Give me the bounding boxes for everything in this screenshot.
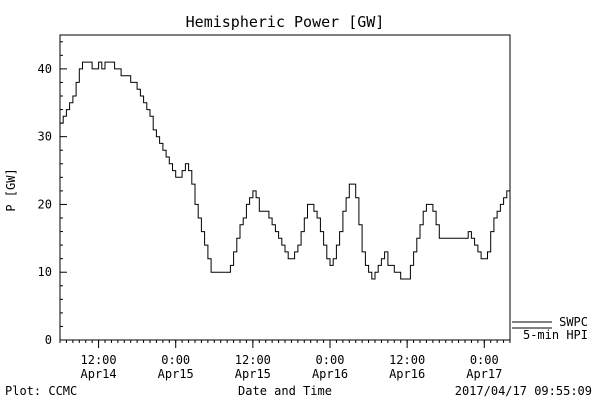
series-line-5-min-hpi	[60, 61, 511, 280]
footer-timestamp: 2017/04/17 09:55:09	[455, 384, 592, 398]
x-tick-date-label: Apr15	[158, 367, 194, 381]
x-tick-time-label: 0:00	[316, 353, 345, 367]
chart-title: Hemispheric Power [GW]	[186, 13, 385, 31]
x-tick-time-label: 12:00	[389, 353, 425, 367]
x-tick-time-label: 0:00	[470, 353, 499, 367]
plot-frame	[59, 34, 511, 341]
x-tick-date-label: Apr15	[235, 367, 271, 381]
y-tick-label: 0	[45, 333, 52, 347]
x-tick-date-label: Apr14	[81, 367, 117, 381]
legend-hpi-label: 5-min HPI	[523, 328, 588, 342]
x-axis-label: Date and Time	[238, 384, 332, 398]
x-tick-time-label: 0:00	[161, 353, 190, 367]
y-axis: 0 10 20 30 40	[38, 41, 67, 347]
x-tick-time-label: 12:00	[81, 353, 117, 367]
x-tick-time-label: 12:00	[235, 353, 271, 367]
x-tick-date-label: Apr16	[312, 367, 348, 381]
y-tick-label: 10	[38, 265, 52, 279]
y-tick-label: 40	[38, 62, 52, 76]
legend-swpc-label: SWPC	[559, 315, 588, 329]
y-axis-label: P [GW]	[4, 168, 18, 211]
x-tick-date-label: Apr17	[466, 367, 502, 381]
y-tick-label: 30	[38, 130, 52, 144]
x-tick-date-label: Apr16	[389, 367, 425, 381]
x-axis: 12:00Apr140:00Apr1512:00Apr150:00Apr1612…	[59, 340, 511, 381]
footer-plot-credit: Plot: CCMC	[5, 384, 77, 398]
y-tick-label: 20	[38, 197, 52, 211]
